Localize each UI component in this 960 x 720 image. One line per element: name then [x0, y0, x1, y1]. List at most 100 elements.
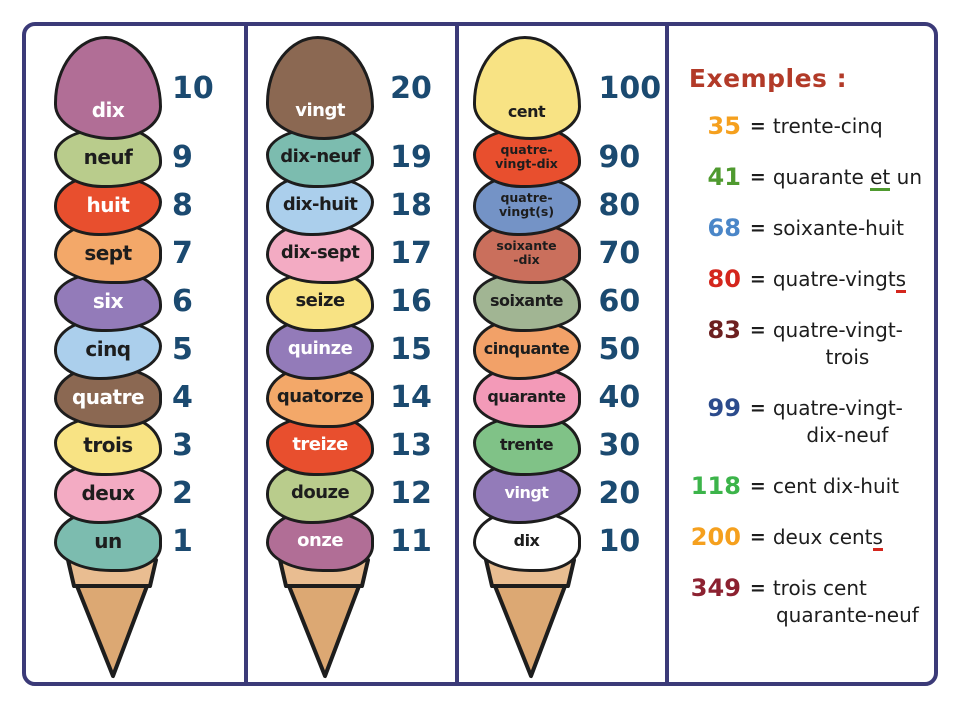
cone-icon: [277, 558, 370, 678]
scoop-number: 20: [390, 70, 432, 106]
example-row: 118 = cent dix-huit: [689, 473, 922, 500]
example-row: 83 = quatre-vingt-trois: [689, 317, 922, 371]
scoop-20: vingt: [266, 36, 375, 140]
scoop-row: cent 100: [472, 36, 665, 140]
scoop-label: quatre-vingt(s): [498, 189, 555, 219]
scoop-label: vingt: [295, 100, 345, 122]
equals-sign: =: [749, 475, 766, 497]
panel-teens: vingt 20 dix-neuf 19 dix-huit 18 dix-sept 17 sei…: [248, 26, 459, 682]
scoop-row: vingt 20: [266, 36, 454, 140]
scoop-label: huit: [86, 192, 130, 217]
scoop-row: deux 2: [54, 462, 244, 524]
scoop-number: 14: [390, 379, 432, 415]
scoop-number: 100: [598, 70, 662, 106]
poster-board: dix 10 neuf 9 huit 8 sept 7 six 6 cinq 5 quatre 4 troi…: [22, 22, 938, 686]
scoop-number: 70: [598, 235, 641, 271]
example-row: 99 = quatre-vingt-dix-neuf: [689, 395, 922, 449]
scoop-number: 40: [598, 379, 641, 415]
example-number: 118: [690, 472, 741, 500]
scoop-number: 7: [172, 235, 193, 271]
panel-tens: cent 100 quatre-vingt-dix 90 quatre-vingt(s)…: [459, 26, 669, 682]
example-number: 41: [707, 163, 741, 191]
equals-sign: =: [749, 115, 766, 137]
panel-examples: Exemples : 35 = trente-cinq 41 = quarante et …: [669, 26, 934, 682]
example-text: soixante-huit: [772, 216, 904, 240]
example-number: 99: [707, 394, 741, 422]
scoop-label: quatre-vingt-dix: [495, 141, 558, 171]
scoop-label: cinquante: [483, 338, 570, 358]
examples-heading: Exemples :: [688, 64, 848, 93]
equals-sign: =: [749, 577, 766, 599]
tower-tens: cent 100 quatre-vingt-dix 90 quatre-vingt(s)…: [459, 26, 665, 682]
equals-sign: =: [749, 526, 766, 548]
example-row: 68 = soixante-huit: [689, 215, 922, 242]
scoop-number: 4: [172, 379, 193, 415]
example-text: trois cent quarante-neuf: [772, 576, 919, 627]
scoop-label: onze: [297, 529, 344, 551]
ice-cream-cone: [54, 556, 169, 680]
scoop-row: un 1: [54, 510, 244, 572]
scoop-label: quatorze: [276, 385, 364, 407]
panel-units: dix 10 neuf 9 huit 8 sept 7 six 6 cinq 5 quatre 4 troi…: [26, 26, 249, 682]
scoop-number: 20: [598, 475, 641, 511]
example-text: quatre-vingt-dix-neuf: [772, 396, 903, 447]
scoop-100: cent: [472, 36, 581, 140]
scoop-number: 60: [598, 283, 641, 319]
scoop-number: 80: [598, 187, 641, 223]
scoop-number: 5: [172, 331, 193, 367]
example-row: 41 = quarante et un: [689, 164, 922, 191]
equals-sign: =: [749, 319, 766, 341]
example-number: 68: [707, 214, 741, 242]
ice-cream-cone: [266, 556, 381, 680]
tower-teens: vingt 20 dix-neuf 19 dix-huit 18 dix-sept 17 sei…: [248, 26, 454, 682]
scoop-number: 15: [390, 331, 432, 367]
tower-units: dix 10 neuf 9 huit 8 sept 7 six 6 cinq 5 quatre 4 troi…: [26, 26, 244, 682]
example-text: cent dix-huit: [772, 474, 900, 498]
equals-sign: =: [749, 217, 766, 239]
scoop-row: dix 10: [54, 36, 244, 140]
scoop-number: 6: [172, 283, 193, 319]
scoop-10: dix: [54, 36, 162, 140]
scoop-label: neuf: [83, 144, 133, 169]
scoop-label: trente: [499, 434, 554, 454]
example-text: quatre-vingts: [772, 267, 907, 293]
scoop-label: soixante: [489, 290, 564, 310]
scoop-row: cinq 5: [54, 318, 244, 380]
example-text: quarante et un: [772, 165, 922, 191]
scoop-label: vingt: [504, 482, 549, 502]
scoop-label: quinze: [287, 337, 353, 359]
example-text: deux cents: [772, 525, 883, 551]
scoop-label: soixante -dix: [496, 237, 557, 267]
ice-cream-cone: [473, 556, 588, 680]
scoop-14: quatorze: [266, 366, 375, 428]
scoop-label: quatre: [71, 384, 145, 409]
example-text: quatre-vingt-trois: [772, 318, 903, 369]
equals-sign: =: [749, 166, 766, 188]
scoop-number: 2: [172, 475, 193, 511]
scoop-number: 90: [598, 139, 641, 175]
scoop-16: seize: [266, 270, 375, 332]
scoop-number: 3: [172, 427, 193, 463]
scoop-row: quatorze 14: [266, 366, 454, 428]
scoop-label: six: [92, 288, 124, 313]
scoop-number: 1: [172, 523, 193, 559]
scoop-label: un: [94, 528, 122, 553]
scoop-5: cinq: [54, 318, 162, 380]
example-number: 349: [690, 574, 741, 602]
scoop-label: dix-huit: [282, 193, 358, 215]
example-text: trente-cinq: [772, 114, 883, 138]
scoop-label: cent: [507, 102, 546, 122]
scoop-number: 50: [598, 331, 641, 367]
example-row: 349 = trois cent quarante-neuf: [689, 575, 922, 629]
equals-sign: =: [749, 397, 766, 419]
scoop-number: 8: [172, 187, 193, 223]
scoop-label: douze: [290, 481, 350, 503]
scoop-number: 10: [172, 70, 214, 106]
scoop-label: dix: [513, 530, 540, 550]
scoop-number: 10: [598, 523, 641, 559]
scoop-label: cinq: [85, 336, 131, 361]
examples-list: 35 = trente-cinq 41 = quarante et un 68 = soixan…: [689, 113, 922, 629]
scoop-label: deux: [81, 480, 135, 505]
scoop-number: 13: [390, 427, 432, 463]
